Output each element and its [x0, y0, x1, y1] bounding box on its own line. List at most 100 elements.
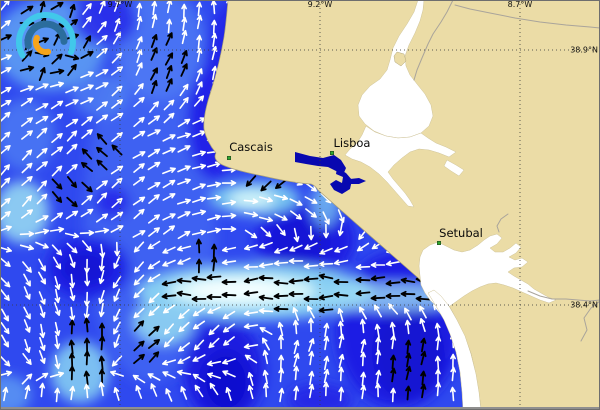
current-arrow — [21, 117, 33, 127]
current-arrow — [84, 350, 91, 366]
current-arrow — [166, 18, 173, 34]
current-arrow — [98, 302, 105, 318]
current-arrow — [51, 212, 63, 222]
current-arrow — [39, 0, 46, 16]
current-arrow — [21, 162, 33, 174]
current-arrow — [0, 257, 11, 267]
current-arrow — [435, 381, 442, 397]
current-arrow — [65, 210, 79, 220]
current-arrow — [162, 213, 176, 221]
current-arrow — [81, 194, 93, 206]
current-arrow — [147, 161, 161, 171]
current-arrow — [208, 337, 220, 349]
current-arrow — [375, 349, 382, 365]
current-arrow — [135, 62, 143, 76]
current-arrow — [82, 35, 92, 49]
current-arrow — [80, 208, 94, 218]
current-arrow — [84, 291, 90, 307]
current-arrow — [24, 384, 31, 400]
current-arrow — [113, 288, 121, 302]
current-arrow — [178, 308, 190, 320]
current-arrow — [51, 244, 63, 256]
current-arrow — [39, 337, 46, 351]
current-arrow — [133, 163, 145, 173]
current-arrow — [0, 276, 11, 288]
current-arrow — [96, 47, 108, 59]
current-arrow — [278, 334, 284, 350]
current-arrow — [207, 306, 221, 314]
current-arrow — [134, 83, 144, 95]
current-arrow — [192, 196, 206, 203]
current-arrow — [114, 18, 121, 32]
current-arrow — [96, 159, 108, 171]
current-arrow — [34, 228, 50, 235]
current-arrow — [54, 354, 61, 370]
current-arrow — [206, 194, 222, 201]
current-arrow — [23, 286, 31, 300]
current-arrow — [98, 368, 105, 384]
current-arrow — [111, 144, 123, 156]
current-arrow — [273, 260, 289, 267]
current-arrow — [163, 99, 175, 111]
boundary-lines — [413, 0, 600, 342]
current-arrow — [243, 343, 259, 350]
current-arrow — [258, 216, 274, 223]
current-arrow — [435, 335, 442, 351]
current-arrow — [99, 335, 106, 351]
current-arrow — [20, 97, 34, 107]
current-arrow — [277, 321, 284, 337]
current-arrow — [177, 118, 191, 128]
current-arrow — [0, 145, 11, 155]
current-arrow — [193, 339, 205, 351]
current-arrow — [162, 259, 176, 267]
current-arrow — [49, 226, 65, 233]
current-arrow — [113, 387, 120, 401]
current-arrow — [370, 262, 386, 268]
current-arrow — [206, 293, 222, 300]
current-arrow — [206, 181, 222, 188]
city-label: Lisboa — [334, 136, 371, 150]
current-arrow — [222, 310, 236, 320]
current-arrow — [208, 324, 220, 336]
current-arrow — [69, 3, 76, 19]
current-arrow — [66, 242, 78, 254]
current-arrow — [19, 65, 35, 72]
current-arrow — [385, 280, 401, 287]
current-arrow — [97, 21, 107, 33]
current-arrow — [162, 179, 176, 189]
current-arrow — [292, 319, 299, 335]
current-arrow — [177, 356, 191, 364]
current-arrow — [337, 209, 345, 223]
current-arrow — [23, 306, 31, 320]
current-arrow — [308, 350, 315, 366]
coastal-beach-strip — [427, 289, 482, 410]
current-arrow — [147, 182, 161, 190]
current-arrow — [22, 195, 32, 207]
current-arrow — [22, 261, 32, 273]
current-arrow — [38, 291, 46, 305]
current-arrow — [84, 271, 91, 287]
current-arrow — [177, 230, 191, 240]
current-arrow — [162, 246, 176, 254]
current-arrow — [0, 20, 11, 30]
current-arrow — [150, 34, 158, 48]
current-arrow — [360, 371, 367, 387]
current-arrow — [258, 274, 274, 281]
current-arrow — [35, 215, 49, 223]
current-arrow — [211, 65, 218, 81]
current-arrow — [39, 382, 46, 398]
current-arrow — [192, 307, 206, 317]
current-arrow — [24, 339, 31, 353]
current-arrow — [54, 288, 61, 304]
current-arrow — [81, 148, 93, 160]
current-arrow — [181, 16, 188, 32]
current-arrow — [293, 365, 300, 381]
current-arrow — [96, 192, 108, 204]
current-arrow — [244, 229, 258, 239]
speed-contour-blob — [72, 73, 128, 117]
current-arrow — [262, 369, 269, 385]
current-arrow — [151, 80, 158, 94]
current-arrow — [420, 350, 427, 366]
